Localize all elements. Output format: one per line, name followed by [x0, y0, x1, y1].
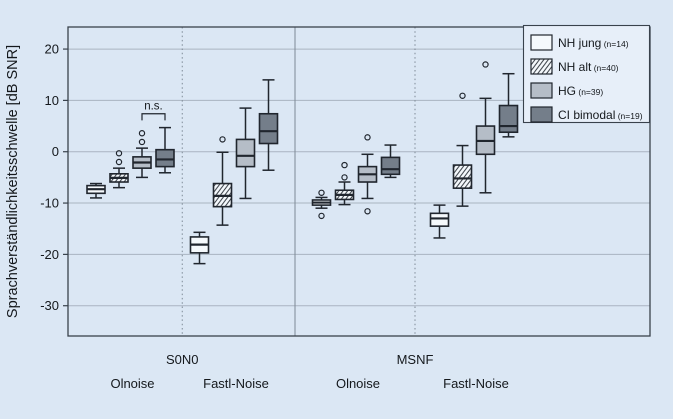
box-hg-s0n0-fastl-noise — [235, 107, 256, 200]
box-hg-msnf-olnoise — [357, 134, 378, 215]
outlier-point — [138, 138, 146, 146]
legend-label-nh-alt: NH alt (n=40) — [558, 60, 619, 74]
y-tick-label: -20 — [40, 247, 59, 262]
outlier-point — [115, 158, 123, 166]
outlier-point — [115, 150, 123, 157]
condition-label: Olnoise — [336, 376, 380, 391]
outlier-point — [318, 189, 325, 196]
legend-swatch-nh-alt — [530, 58, 553, 75]
y-tick-label: 20 — [45, 42, 59, 57]
outlier-point — [364, 208, 371, 215]
iqr-box — [258, 112, 279, 145]
iqr-box — [380, 156, 401, 176]
iqr-box — [429, 212, 450, 227]
plot-frame — [67, 26, 651, 337]
ns-bracket — [141, 113, 166, 121]
box-nh-jung-s0n0-olnoise — [86, 182, 106, 199]
iqr-box — [452, 164, 473, 189]
box-nh-jung-s0n0-fastl-noise — [189, 231, 210, 265]
condition-label: Fastl-Noise — [443, 376, 509, 391]
y-axis-title: Sprachverständlichkeitsschwelle [dB SNR] — [5, 45, 21, 318]
iqr-box — [155, 148, 175, 168]
legend-swatch-nh-jung — [530, 34, 553, 51]
y-tick-label: -30 — [40, 298, 59, 313]
iqr-box — [498, 104, 519, 134]
outlier-point — [318, 212, 325, 220]
ns-label: n.s. — [144, 101, 163, 113]
y-tick-label: 10 — [45, 93, 59, 108]
outlier-point — [219, 136, 226, 143]
legend-label-ci-bimodal: CI bimodal (n=19) — [558, 108, 643, 122]
legend-swatch-hg — [530, 82, 553, 99]
box-nh-jung-msnf-fastl-noise — [429, 204, 450, 239]
condition-label: Olnoise — [110, 376, 154, 391]
outlier-point — [364, 134, 371, 141]
y-tick-label: -10 — [40, 196, 59, 211]
iqr-box — [235, 138, 256, 168]
box-nh-alt-s0n0-fastl-noise — [212, 136, 233, 226]
box-ci-bimodal-msnf-fastl-noise — [498, 72, 519, 138]
legend-swatch-ci-bimodal — [530, 106, 553, 123]
box-nh-alt-msnf-fastl-noise — [452, 92, 473, 207]
box-ci-bimodal-msnf-olnoise — [380, 144, 401, 179]
box-ci-bimodal-s0n0-olnoise — [155, 126, 175, 174]
group-label: S0N0 — [166, 352, 199, 367]
condition-label: Fastl-Noise — [203, 376, 269, 391]
box-nh-alt-msnf-olnoise — [334, 161, 355, 206]
legend: NH jung (n=14) NH alt (n=40) HG (n=39) CI b… — [522, 24, 651, 124]
outlier-point — [341, 161, 348, 169]
outlier-point — [138, 130, 146, 137]
outlier-point — [341, 174, 348, 181]
legend-label-hg: HG (n=39) — [558, 84, 603, 98]
box-hg-s0n0-olnoise — [132, 130, 152, 179]
legend-label-nh-jung: NH jung (n=14) — [558, 36, 629, 50]
box-nh-alt-s0n0-olnoise — [109, 150, 129, 189]
outlier-point — [482, 61, 489, 68]
group-label: MSNF — [397, 352, 434, 367]
box-nh-jung-msnf-olnoise — [311, 189, 332, 220]
outlier-point — [459, 92, 466, 99]
box-hg-msnf-fastl-noise — [475, 61, 496, 194]
y-tick-label: 0 — [52, 144, 59, 159]
box-ci-bimodal-s0n0-fastl-noise — [258, 79, 279, 171]
